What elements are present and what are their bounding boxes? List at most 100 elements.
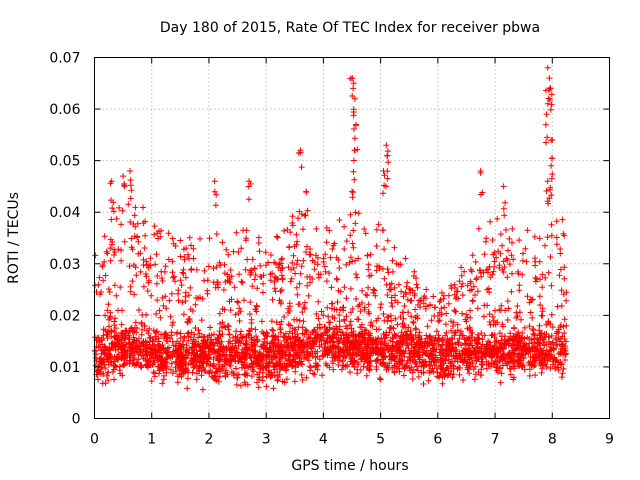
- data-point: [453, 354, 460, 360]
- data-point: [524, 293, 531, 300]
- data-point: [290, 265, 297, 271]
- data-point: [270, 385, 277, 392]
- data-point: [294, 257, 301, 264]
- data-point: [113, 215, 120, 222]
- data-point: [282, 349, 289, 356]
- x-tick-label: 5: [376, 432, 385, 448]
- data-point: [273, 319, 280, 326]
- data-point: [388, 294, 395, 301]
- data-point: [497, 231, 504, 238]
- data-point: [334, 276, 341, 283]
- data-point: [373, 317, 380, 324]
- data-point: [169, 322, 176, 329]
- data-point: [398, 341, 405, 348]
- data-point: [436, 372, 443, 379]
- data-point: [106, 323, 112, 330]
- data-point: [400, 333, 407, 339]
- data-point: [538, 312, 545, 319]
- data-point: [183, 342, 190, 349]
- data-point: [553, 241, 560, 248]
- data-point: [481, 302, 488, 309]
- data-point: [273, 233, 280, 240]
- data-point: [185, 333, 192, 340]
- data-point: [357, 324, 364, 331]
- data-point: [407, 297, 414, 304]
- data-point: [184, 330, 191, 337]
- y-axis-label: ROTI / TECUs: [6, 192, 22, 284]
- data-point: [162, 263, 169, 270]
- data-point: [473, 276, 480, 283]
- data-point: [216, 310, 223, 317]
- data-point: [289, 259, 296, 266]
- data-point: [216, 328, 223, 335]
- data-point: [557, 266, 564, 273]
- data-point: [108, 216, 115, 223]
- data-point: [423, 332, 430, 339]
- data-point: [471, 376, 478, 383]
- data-point: [193, 376, 200, 383]
- data-point: [469, 252, 476, 259]
- data-point: [302, 299, 308, 306]
- data-point: [313, 311, 320, 317]
- y-tick-label: 0.01: [49, 360, 80, 376]
- data-point: [392, 315, 399, 322]
- data-point: [402, 255, 409, 262]
- data-point: [138, 321, 145, 327]
- data-point: [305, 343, 311, 350]
- data-point: [384, 266, 391, 272]
- data-point: [350, 244, 357, 251]
- data-point: [383, 366, 390, 373]
- data-point: [343, 238, 350, 245]
- data-point: [219, 239, 226, 246]
- data-point: [220, 286, 227, 293]
- data-point: [473, 358, 480, 365]
- data-point: [367, 251, 374, 258]
- data-point: [156, 354, 163, 360]
- data-point: [468, 268, 475, 275]
- x-tick-label: 9: [605, 432, 614, 448]
- data-point: [343, 313, 350, 320]
- data-point: [424, 323, 431, 330]
- data-point: [152, 333, 158, 340]
- data-point: [364, 252, 371, 259]
- data-point: [538, 369, 545, 376]
- data-point: [131, 355, 138, 361]
- data-point: [195, 341, 202, 347]
- data-point: [361, 226, 368, 233]
- data-point: [519, 271, 526, 278]
- data-point: [132, 264, 139, 271]
- data-point: [145, 279, 152, 286]
- data-point: [234, 374, 241, 381]
- data-point: [285, 305, 292, 312]
- data-point: [365, 284, 372, 291]
- data-point: [326, 326, 333, 333]
- data-point: [415, 373, 422, 380]
- data-point: [528, 340, 535, 347]
- data-point: [411, 290, 418, 297]
- data-point: [263, 373, 270, 380]
- data-point: [347, 232, 354, 239]
- data-point: [516, 282, 523, 289]
- data-point: [304, 354, 311, 361]
- x-tick-label: 2: [204, 432, 213, 448]
- data-point: [99, 341, 106, 348]
- y-tick-label: 0.04: [49, 205, 80, 221]
- data-point: [555, 367, 562, 373]
- data-point: [384, 237, 391, 244]
- data-point: [510, 256, 517, 263]
- data-point: [509, 239, 515, 246]
- data-point: [304, 338, 311, 345]
- data-point: [472, 258, 479, 265]
- data-point: [151, 373, 158, 380]
- data-point: [508, 288, 515, 295]
- data-point: [548, 282, 555, 289]
- data-point: [166, 344, 173, 351]
- data-point: [407, 327, 414, 334]
- data-point: [355, 255, 362, 262]
- data-point: [233, 365, 239, 372]
- data-point: [363, 372, 370, 379]
- data-point: [353, 271, 359, 278]
- data-point: [253, 302, 260, 309]
- data-point: [504, 274, 511, 281]
- y-tick-label: 0.03: [49, 257, 80, 273]
